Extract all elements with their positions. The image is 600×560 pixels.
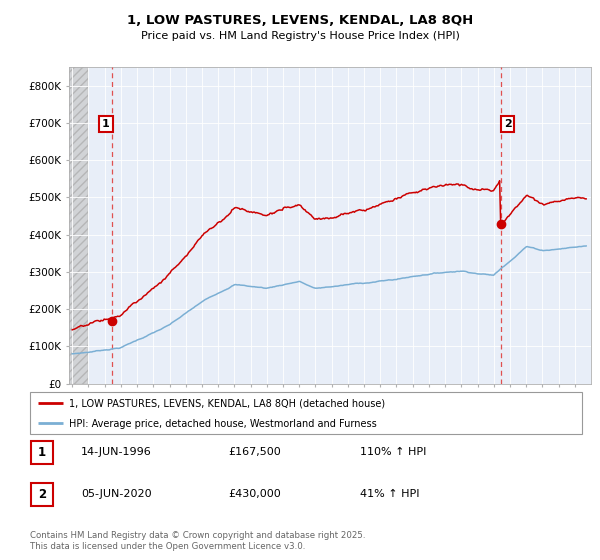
Bar — [69, 67, 88, 384]
Text: Price paid vs. HM Land Registry's House Price Index (HPI): Price paid vs. HM Land Registry's House … — [140, 31, 460, 41]
Text: 41% ↑ HPI: 41% ↑ HPI — [360, 489, 419, 500]
Text: 1, LOW PASTURES, LEVENS, KENDAL, LA8 8QH (detached house): 1, LOW PASTURES, LEVENS, KENDAL, LA8 8QH… — [68, 399, 385, 409]
Text: 110% ↑ HPI: 110% ↑ HPI — [360, 447, 427, 458]
Text: £167,500: £167,500 — [228, 447, 281, 458]
FancyBboxPatch shape — [30, 392, 582, 434]
Text: 05-JUN-2020: 05-JUN-2020 — [81, 489, 152, 500]
Text: This data is licensed under the Open Government Licence v3.0.: This data is licensed under the Open Gov… — [30, 542, 305, 550]
Text: £430,000: £430,000 — [228, 489, 281, 500]
Text: 2: 2 — [504, 119, 512, 129]
Text: 14-JUN-1996: 14-JUN-1996 — [81, 447, 152, 458]
Text: 2: 2 — [38, 488, 46, 501]
Text: 1: 1 — [38, 446, 46, 459]
Text: 1, LOW PASTURES, LEVENS, KENDAL, LA8 8QH: 1, LOW PASTURES, LEVENS, KENDAL, LA8 8QH — [127, 14, 473, 27]
FancyBboxPatch shape — [31, 441, 53, 464]
FancyBboxPatch shape — [31, 483, 53, 506]
Text: HPI: Average price, detached house, Westmorland and Furness: HPI: Average price, detached house, West… — [68, 419, 376, 429]
Text: 1: 1 — [102, 119, 110, 129]
Text: Contains HM Land Registry data © Crown copyright and database right 2025.: Contains HM Land Registry data © Crown c… — [30, 531, 365, 540]
